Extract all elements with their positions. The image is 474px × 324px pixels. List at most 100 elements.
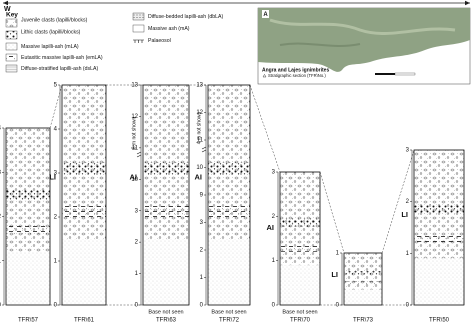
lithic-band: [143, 162, 189, 176]
unit-label: AI: [195, 172, 203, 181]
base-note: Base not seen: [282, 309, 317, 315]
scale-label: 11: [197, 138, 204, 144]
scale-break: [136, 151, 142, 158]
scale-label: 1: [135, 271, 139, 277]
scale-label: 3: [272, 170, 276, 176]
scale-label: 1: [200, 275, 204, 281]
section-outline: [61, 84, 107, 306]
correlation-line: [249, 84, 281, 173]
scale-label: 0: [54, 303, 58, 309]
unit-label: AI: [130, 172, 138, 181]
scale-label: 1: [406, 251, 410, 257]
map: A Angra and Lajes ignimbrites Stratigrap…: [257, 7, 471, 85]
key-swatch: [5, 64, 18, 73]
key-swatch: [5, 18, 18, 28]
scale-label: 0: [272, 303, 276, 309]
scale-label: 2: [135, 240, 139, 246]
scale-label: 0: [135, 303, 139, 309]
scale-label: 12: [196, 110, 203, 116]
scale-label: 2: [406, 199, 410, 205]
key: Key Juvenile clasts (lapilli/blocks) Lit…: [5, 12, 223, 73]
scale-label: 3: [200, 220, 204, 226]
key-swatch: [132, 12, 145, 21]
section-name: TFR\61: [74, 318, 95, 324]
break-note: 4 m not shown: [196, 112, 202, 145]
scale-label: 0: [336, 303, 340, 309]
key-item: Palaeosol: [148, 38, 171, 44]
key-item: Diffuse-stratified lapilli-ash (dsLA): [21, 66, 98, 72]
correlation-line: [381, 149, 415, 254]
section-outline: [343, 252, 383, 306]
key-swatch: [5, 42, 18, 51]
lithic-band: [6, 189, 50, 201]
scale-label: 0: [406, 303, 410, 309]
scale-label: 2: [272, 214, 276, 220]
panel-label-box: [262, 10, 269, 18]
scale-label: 2: [200, 248, 204, 254]
key-item: Juvenile clasts (lapilli/blocks): [21, 17, 88, 23]
ash-layer: [6, 251, 50, 305]
scale-label: 13: [131, 83, 138, 89]
lithic-band: [414, 204, 464, 214]
ash-layer: [143, 239, 189, 305]
eutaxitic-band: [208, 206, 250, 217]
scale-label: 3: [406, 148, 410, 154]
scale-label: 10: [131, 177, 138, 183]
scale-label: 3: [0, 170, 2, 176]
scale-unit: metres: [0, 281, 1, 297]
section-outline: [5, 127, 51, 306]
scale-label: 1: [272, 258, 276, 264]
scale-label: 1: [54, 259, 58, 265]
section-name: TFR\50: [429, 318, 450, 324]
scale-label: 0: [200, 303, 204, 309]
correlation-line: [319, 171, 345, 254]
unit-label: LI: [331, 270, 338, 279]
scale-label: 4: [0, 126, 2, 132]
unit-label: LI: [401, 210, 408, 219]
sections: 01234LImetresTFR\57012345LITFR\610123101…: [0, 83, 465, 324]
ash-layer: [344, 289, 382, 305]
lithic-band: [280, 218, 320, 227]
scale-label: 4: [54, 127, 58, 133]
eutaxitic-band: [143, 206, 189, 217]
scale-label: 3: [54, 171, 58, 177]
ash-layer: [280, 265, 320, 305]
scale-label: 1: [336, 251, 340, 257]
scale-label: 9: [200, 193, 204, 199]
eutaxitic-band: [344, 281, 382, 285]
lithic-band: [208, 162, 250, 176]
break-note: 8 m not shown: [131, 117, 137, 150]
key-swatch: [5, 53, 18, 62]
scale-label: 10: [196, 165, 203, 171]
section-outline: [207, 84, 251, 306]
key-item: Diffuse-bedded lapilli-ash (dbLA): [148, 14, 223, 20]
scale-label: 1: [0, 258, 2, 264]
scale-label: 3: [135, 208, 139, 214]
scale-label: 0: [0, 303, 2, 309]
key-swatch: [5, 30, 18, 40]
key-item: Massive lapilli-ash (mLA): [21, 44, 79, 50]
scale-label: 11: [132, 145, 139, 151]
eutaxitic-band: [62, 206, 106, 217]
scale-break: [201, 146, 207, 153]
key-item: Eutaxitic massive lapilli-ash (emLA): [21, 55, 103, 61]
base-note: Base not seen: [211, 309, 246, 315]
unit-label: LI: [49, 172, 56, 181]
section-name: TFR\73: [353, 318, 374, 324]
scale-label: 13: [196, 83, 203, 89]
eutaxitic-band: [6, 225, 50, 235]
eutaxitic-band: [414, 235, 464, 243]
section-outline: [142, 84, 190, 306]
correlation-line: [49, 84, 63, 129]
section-outline: [279, 171, 321, 306]
section-name: TFR\63: [156, 318, 177, 324]
scale-label: 2: [0, 214, 2, 220]
scale-label: 2: [54, 215, 58, 221]
section-name: TFR\57: [18, 318, 39, 324]
base-note: Base not seen: [148, 309, 183, 315]
map-legend: Stratigraphic section (TFR\No.): [268, 73, 326, 78]
eutaxitic-band: [280, 245, 320, 252]
key-swatch: [132, 24, 145, 33]
scale-label: 12: [131, 114, 138, 120]
